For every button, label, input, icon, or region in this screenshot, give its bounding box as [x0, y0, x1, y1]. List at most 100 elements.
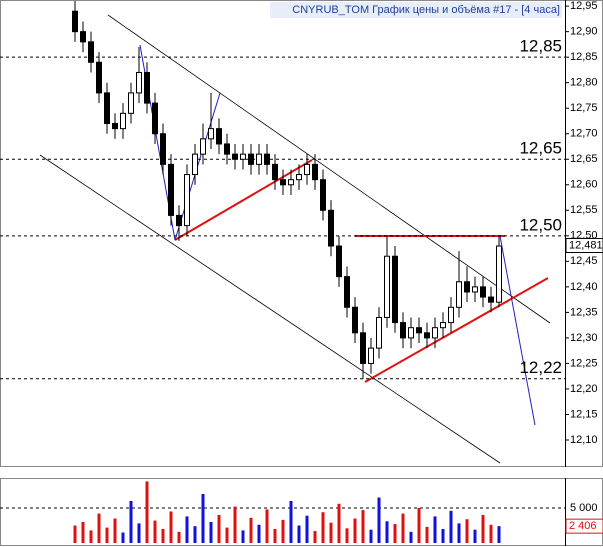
- candle-body: [408, 327, 414, 339]
- y-tick-label: 12,55: [570, 204, 598, 216]
- candle-body: [80, 31, 86, 43]
- volume-bar: [241, 530, 245, 543]
- volume-bar: [385, 521, 389, 543]
- candle-body: [224, 143, 230, 155]
- volume-bar: [225, 527, 229, 543]
- candle-body: [480, 286, 486, 298]
- volume-bar: [401, 513, 405, 543]
- volume-bar: [105, 527, 109, 543]
- channel-upper: [107, 14, 551, 324]
- last-price-box: [565, 238, 603, 254]
- candle-body: [336, 245, 342, 278]
- candle-body: [464, 281, 470, 293]
- y-tick-label: 12,40: [570, 281, 598, 293]
- candle-body: [392, 255, 398, 324]
- candle-body: [144, 71, 150, 104]
- candle-body: [256, 153, 262, 165]
- volume-bar: [305, 515, 309, 543]
- candle-body: [328, 209, 334, 247]
- channel-lower: [39, 154, 501, 464]
- candle-body: [184, 174, 190, 227]
- level-label: 12,50: [519, 215, 562, 234]
- volume-bar: [441, 529, 445, 543]
- volume-bar: [321, 512, 325, 543]
- y-tick-label: 12,60: [570, 179, 598, 191]
- candle-body: [368, 347, 374, 364]
- candle-body: [72, 10, 78, 33]
- volume-bar: [313, 531, 317, 543]
- candle-body: [128, 92, 134, 114]
- candle-body: [176, 214, 182, 227]
- volume-bar: [161, 529, 165, 543]
- volume-bar: [273, 529, 277, 543]
- volume-bar: [337, 503, 341, 543]
- candle-body: [400, 322, 406, 339]
- candle-body: [432, 327, 438, 339]
- candle-body: [488, 296, 494, 303]
- candle-body: [152, 102, 158, 135]
- candle-body: [424, 332, 430, 339]
- volume-bar: [281, 519, 285, 543]
- candle-body: [448, 306, 454, 324]
- candle-body: [360, 332, 366, 364]
- candle-body: [264, 153, 270, 165]
- candle-body: [440, 322, 446, 329]
- volume-bar: [177, 531, 181, 543]
- y-tick-label: 12,20: [570, 383, 598, 395]
- volume-bar: [345, 528, 349, 543]
- volume-bar: [121, 532, 125, 543]
- volume-bar: [449, 510, 453, 543]
- candle-body: [352, 306, 358, 334]
- level-label: 12,65: [519, 139, 562, 158]
- candle-body: [248, 153, 254, 165]
- candle-body: [272, 163, 278, 181]
- candle-body: [240, 153, 246, 160]
- volume-bar: [153, 520, 157, 543]
- y-tick-label: 12,70: [570, 128, 598, 140]
- trend-line: [174, 159, 313, 241]
- volume-tick-label: 5 000: [570, 502, 598, 514]
- volume-bar: [417, 508, 421, 543]
- candle-body: [136, 71, 142, 94]
- y-tick-label: 12,75: [570, 102, 598, 114]
- volume-bar: [209, 522, 213, 543]
- title-box: [270, 2, 562, 18]
- y-tick-label: 12,65: [570, 153, 598, 165]
- volume-bar: [257, 524, 261, 543]
- volume-bar: [217, 515, 221, 543]
- volume-panel: [0, 478, 603, 546]
- candle-body: [112, 123, 118, 130]
- y-tick-label: 12,95: [570, 0, 598, 12]
- volume-bar: [185, 516, 189, 543]
- y-tick-label: 12,45: [570, 255, 598, 267]
- volume-bar: [193, 526, 197, 543]
- volume-bar: [361, 510, 365, 543]
- candle-body: [456, 281, 462, 308]
- volume-bar: [497, 526, 501, 543]
- candle-body: [216, 128, 222, 145]
- candle-body: [304, 163, 310, 176]
- volume-bar: [393, 524, 397, 543]
- volume-bar: [129, 501, 133, 543]
- candle-body: [88, 41, 94, 63]
- volume-bar: [169, 511, 173, 543]
- y-tick-label: 12,80: [570, 77, 598, 89]
- candle-body: [344, 276, 350, 308]
- volume-bar: [377, 497, 381, 543]
- candle-body: [192, 153, 198, 176]
- candle-body: [496, 245, 502, 303]
- volume-bar: [89, 530, 93, 543]
- volume-bar: [81, 522, 85, 543]
- candle-body: [288, 179, 294, 186]
- volume-bar: [489, 524, 493, 543]
- level-label: 12,22: [519, 358, 562, 377]
- volume-bar: [465, 519, 469, 543]
- volume-bar: [481, 515, 485, 543]
- y-tick-label: 12,90: [570, 26, 598, 38]
- candle-body: [312, 163, 318, 181]
- candle-body: [472, 286, 478, 293]
- last-volume-box: [565, 518, 603, 534]
- projection-line: [499, 235, 536, 426]
- volume-bar: [433, 516, 437, 543]
